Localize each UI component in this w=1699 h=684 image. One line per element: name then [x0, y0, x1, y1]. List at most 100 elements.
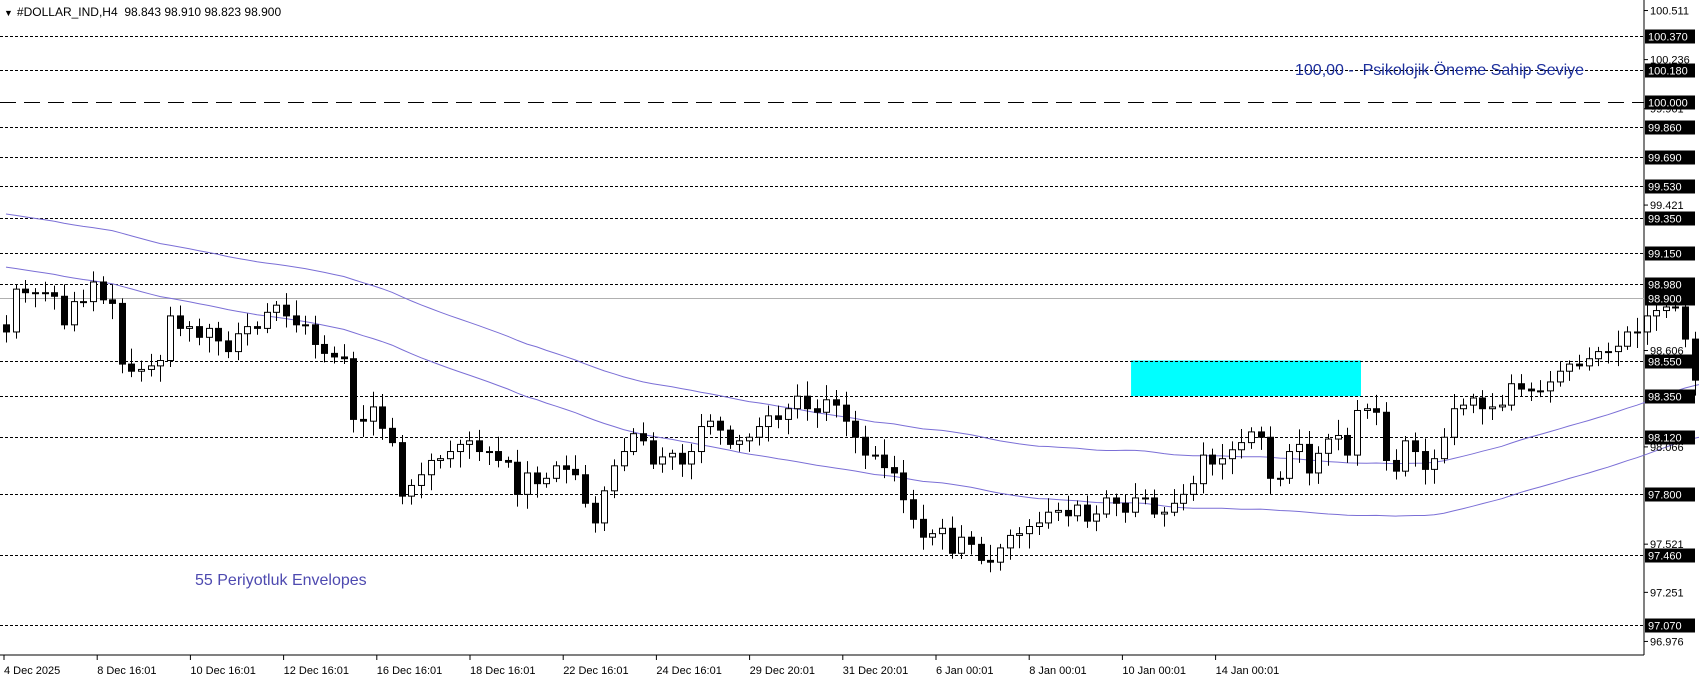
candle[interactable]: [341, 344, 348, 364]
candle[interactable]: [1547, 371, 1554, 403]
candle[interactable]: [1344, 427, 1351, 463]
candle[interactable]: [1325, 433, 1332, 466]
candle[interactable]: [543, 472, 550, 488]
candle[interactable]: [1451, 394, 1458, 446]
candle[interactable]: [1460, 398, 1467, 416]
candle[interactable]: [1528, 382, 1535, 401]
candle[interactable]: [601, 486, 608, 531]
candle[interactable]: [1200, 442, 1207, 494]
candle[interactable]: [1479, 390, 1486, 425]
candle[interactable]: [514, 449, 521, 507]
candle[interactable]: [399, 435, 406, 505]
candle[interactable]: [1113, 493, 1120, 517]
candle[interactable]: [881, 439, 888, 479]
candle[interactable]: [186, 321, 193, 342]
candle[interactable]: [1258, 426, 1265, 450]
candle[interactable]: [1605, 342, 1612, 364]
candle[interactable]: [119, 298, 126, 374]
candle[interactable]: [1219, 444, 1226, 480]
candle[interactable]: [968, 531, 975, 555]
candle[interactable]: [138, 360, 145, 382]
candle[interactable]: [128, 348, 135, 378]
candle[interactable]: [1431, 449, 1438, 484]
candle[interactable]: [679, 444, 686, 477]
candle[interactable]: [437, 455, 444, 469]
candle[interactable]: [1576, 354, 1583, 370]
candle[interactable]: [804, 381, 811, 421]
candle[interactable]: [196, 318, 203, 346]
candle[interactable]: [987, 544, 994, 573]
candle[interactable]: [785, 403, 792, 435]
candle[interactable]: [563, 455, 570, 484]
candle[interactable]: [1306, 430, 1313, 486]
candle[interactable]: [466, 431, 473, 459]
candle[interactable]: [1566, 360, 1573, 381]
candle[interactable]: [389, 417, 396, 447]
candle[interactable]: [283, 293, 290, 328]
candle[interactable]: [42, 281, 49, 302]
envelopes-annotation[interactable]: 55 Periyotluk Envelopes: [195, 572, 367, 589]
candle[interactable]: [1412, 432, 1419, 467]
candle[interactable]: [206, 323, 213, 353]
candle[interactable]: [51, 285, 58, 310]
candle[interactable]: [1595, 346, 1602, 367]
candle[interactable]: [254, 321, 261, 335]
candle[interactable]: [215, 321, 222, 356]
candle[interactable]: [1383, 402, 1390, 471]
candle[interactable]: [1296, 429, 1303, 463]
candle[interactable]: [302, 315, 309, 335]
psychological-level-annotation[interactable]: 100,00 - Psikolojik Öneme Sahip Seviye: [1295, 62, 1585, 79]
candle[interactable]: [486, 446, 493, 466]
candle[interactable]: [1624, 326, 1631, 350]
candle[interactable]: [225, 331, 232, 359]
candle[interactable]: [707, 414, 714, 435]
candle[interactable]: [1518, 374, 1525, 397]
candle[interactable]: [534, 466, 541, 498]
candle[interactable]: [244, 313, 251, 346]
candle[interactable]: [736, 434, 743, 452]
candle[interactable]: [167, 306, 174, 367]
candle[interactable]: [669, 449, 676, 470]
candle[interactable]: [727, 425, 734, 449]
candle[interactable]: [1634, 317, 1641, 348]
candle[interactable]: [1663, 303, 1670, 318]
candle[interactable]: [235, 322, 242, 361]
candle[interactable]: [1615, 330, 1622, 367]
candle[interactable]: [872, 446, 879, 460]
candle[interactable]: [1267, 426, 1274, 494]
candle[interactable]: [476, 429, 483, 461]
candle[interactable]: [592, 496, 599, 533]
candle[interactable]: [457, 439, 464, 468]
candle[interactable]: [379, 394, 386, 440]
candle[interactable]: [1248, 427, 1255, 449]
candle[interactable]: [1422, 438, 1429, 485]
candle[interactable]: [852, 410, 859, 454]
candle[interactable]: [1016, 527, 1023, 549]
candle[interactable]: [814, 399, 821, 428]
candle[interactable]: [293, 300, 300, 333]
candle[interactable]: [1229, 441, 1236, 475]
candle[interactable]: [148, 353, 155, 377]
candle[interactable]: [823, 385, 830, 422]
candle[interactable]: [109, 284, 116, 320]
candle[interactable]: [1084, 495, 1091, 528]
candle[interactable]: [1026, 519, 1033, 549]
candle[interactable]: [1065, 495, 1072, 527]
candle[interactable]: [61, 284, 68, 330]
candle[interactable]: [273, 301, 280, 322]
candle[interactable]: [997, 543, 1004, 571]
candle[interactable]: [1441, 428, 1448, 464]
candle[interactable]: [1238, 429, 1245, 459]
candle[interactable]: [370, 391, 377, 436]
candle[interactable]: [13, 284, 20, 339]
candle[interactable]: [331, 346, 338, 364]
candle[interactable]: [1586, 347, 1593, 371]
candle[interactable]: [264, 303, 271, 334]
candle[interactable]: [1151, 489, 1158, 518]
candle[interactable]: [1373, 394, 1380, 426]
candle[interactable]: [572, 455, 579, 481]
candle[interactable]: [920, 504, 927, 550]
candle[interactable]: [1045, 498, 1052, 529]
candle[interactable]: [360, 405, 367, 437]
